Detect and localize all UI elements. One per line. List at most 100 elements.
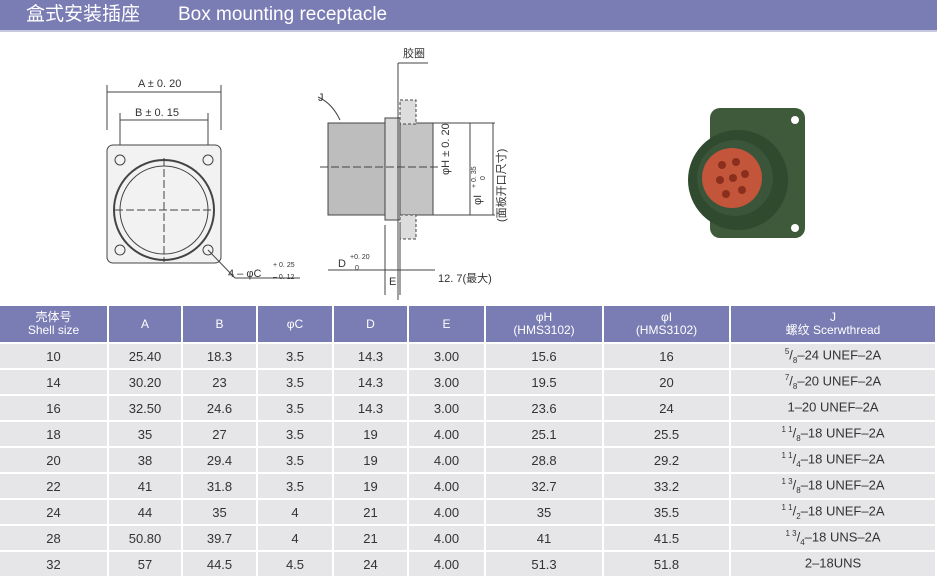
table-cell: 1 3/8–18 UNEF–2A (730, 472, 937, 499)
table-cell: 32.50 (108, 394, 183, 421)
table-cell: 24.6 (182, 394, 258, 421)
dim-max: 12. 7(最大) (438, 273, 492, 285)
table-cell: 10 (0, 342, 109, 369)
table-cell: 24 (603, 394, 731, 421)
table-cell: 27 (182, 420, 258, 447)
table-cell: 41 (108, 472, 183, 499)
table-cell: 38 (108, 446, 183, 473)
table-cell: 39.7 (182, 524, 258, 551)
table-cell: 4 (257, 524, 334, 551)
table-cell: 18 (0, 420, 109, 447)
table-cell: 3.00 (408, 368, 486, 395)
column-header: B (182, 306, 258, 343)
table-cell: 4.00 (408, 524, 486, 551)
dim-c: 4 – φC (228, 268, 262, 280)
dim-e: E (389, 276, 397, 288)
table-cell: 20 (603, 368, 731, 395)
column-header: D (333, 306, 409, 343)
table-cell: 1 1/2–18 UNEF–2A (730, 498, 937, 525)
dim-d-tol-dn: 0 (355, 265, 359, 272)
table-cell: 35 (485, 498, 604, 525)
dim-a: A ± 0. 20 (138, 78, 182, 90)
dim-i-tol-up: + 0. 35 (471, 166, 478, 188)
title-banner: 盒式安装插座 Box mounting receptacle (0, 0, 937, 32)
table-cell: 16 (0, 394, 109, 421)
table-cell: 19 (333, 472, 409, 499)
table-cell: 29.4 (182, 446, 258, 473)
side-view-drawing (317, 62, 495, 300)
table-cell: 1 1/8–18 UNEF–2A (730, 420, 937, 447)
table-cell: 23.6 (485, 394, 604, 421)
column-header: 壳体号 Shell size (0, 306, 109, 343)
table-cell: 3.5 (257, 394, 334, 421)
title-en: Box mounting receptacle (178, 4, 388, 25)
dim-i: φI (472, 194, 484, 205)
table-cell: 14.3 (333, 368, 409, 395)
column-header: E (408, 306, 486, 343)
table-cell: 41.5 (603, 524, 731, 551)
column-header: φH (HMS3102) (485, 306, 604, 343)
table-cell: 3.00 (408, 342, 486, 369)
j-label: J (318, 92, 324, 104)
table-cell: 28 (0, 524, 109, 551)
table-cell: 1 3/4–18 UNS–2A (730, 524, 937, 551)
dim-h: φH ± 0. 20 (440, 123, 452, 175)
table-cell: 4.00 (408, 498, 486, 525)
table-cell: 4.00 (408, 472, 486, 499)
table-cell: 35 (182, 498, 258, 525)
table-cell: 18.3 (182, 342, 258, 369)
dim-i-tol-dn: 0 (480, 176, 487, 180)
dim-c-tol-up: + 0. 25 (273, 262, 295, 269)
table-row: 22 41 31.8 3.5 19 4.00 32.7 33.2 1 3/8–18 UNEF–2… (0, 472, 937, 499)
title-cn: 盒式安装插座 (26, 4, 141, 25)
table-cell: 7/8–20 UNEF–2A (730, 368, 937, 395)
table-cell: 21 (333, 524, 409, 551)
table-cell: 22 (0, 472, 109, 499)
panel-cutout-label: (面板开口尺寸) (496, 148, 508, 222)
table-cell: 3.5 (257, 472, 334, 499)
table-cell: 28.8 (485, 446, 604, 473)
table-cell: 30.20 (108, 368, 183, 395)
table-cell: 44 (108, 498, 183, 525)
table-cell: 19.5 (485, 368, 604, 395)
table-cell: 3.5 (257, 368, 334, 395)
table-cell: 25.5 (603, 420, 731, 447)
table-row: 20 38 29.4 3.5 19 4.00 28.8 29.2 1 1/4–18 UNEF–2… (0, 446, 937, 473)
table-cell: 3.5 (257, 342, 334, 369)
table-cell: 4 (257, 498, 334, 525)
table-row: 28 50.80 39.7 4 21 4.00 41 41.5 1 3/4–18 UNS–2A (0, 524, 937, 551)
table-cell: 14.3 (333, 342, 409, 369)
table-cell: 3.5 (257, 446, 334, 473)
table-cell: 25.40 (108, 342, 183, 369)
table-row: 16 32.50 24.6 3.5 14.3 3.00 23.6 24 1–20 UNEF–2A (0, 394, 937, 421)
dim-c-tol-dn: – 0. 12 (273, 274, 295, 281)
dim-b: B ± 0. 15 (135, 107, 179, 119)
table-cell: 29.2 (603, 446, 731, 473)
table-row: 24 44 35 4 21 4.00 35 35.5 1 1/2–18 UNEF–2A (0, 498, 937, 525)
table-cell: 1–20 UNEF–2A (730, 394, 937, 421)
table-cell: 41 (485, 524, 604, 551)
table-cell: 20 (0, 446, 109, 473)
column-header: A (108, 306, 183, 343)
column-header: φI (HMS3102) (603, 306, 731, 343)
dim-d: D (338, 258, 346, 270)
table-cell: 15.6 (485, 342, 604, 369)
dim-d-tol-up: +0. 20 (350, 254, 370, 261)
table-cell: 50.80 (108, 524, 183, 551)
table-cell: 19 (333, 446, 409, 473)
column-header: φC (257, 306, 334, 343)
table-cell: 1 1/4–18 UNEF–2A (730, 446, 937, 473)
table-cell: 31.8 (182, 472, 258, 499)
table-row: 10 25.40 18.3 3.5 14.3 3.00 15.6 16 5/8–24 UNEF–… (0, 342, 937, 369)
table-cell: 14.3 (333, 394, 409, 421)
column-header: J 螺纹 Scerwthread (730, 306, 937, 343)
table-cell: 21 (333, 498, 409, 525)
table-cell: 25.1 (485, 420, 604, 447)
table-cell: 4.00 (408, 420, 486, 447)
table-row: 14 30.20 23 3.5 14.3 3.00 19.5 20 7/8–20 UNEF–2A (0, 368, 937, 395)
table-cell: 14 (0, 368, 109, 395)
table-cell: 33.2 (603, 472, 731, 499)
table-cell: 35.5 (603, 498, 731, 525)
table-cell: 4.00 (408, 446, 486, 473)
